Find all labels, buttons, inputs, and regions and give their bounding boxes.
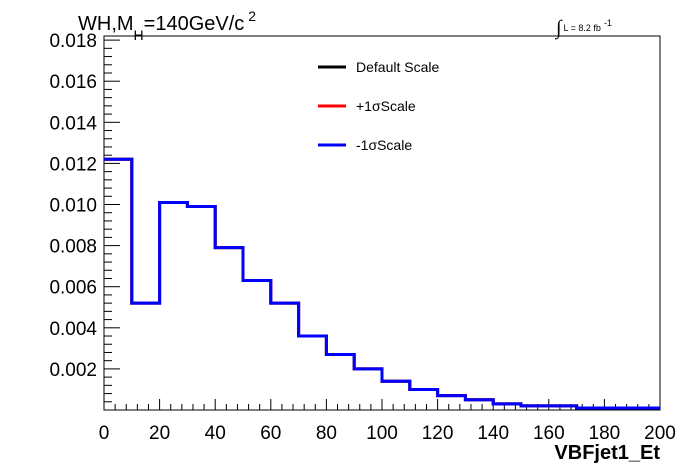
- luminosity-label: ∫ L = 8.2 fb -1: [554, 17, 612, 40]
- title-subscript: H: [134, 27, 144, 43]
- x-tick-label: 60: [260, 423, 281, 444]
- x-tick-label: 0: [99, 423, 110, 444]
- x-tick-label: 20: [149, 423, 170, 444]
- y-tick-label: 0.002: [49, 360, 97, 381]
- x-tick-label: 180: [589, 423, 621, 444]
- legend-label-plus1sigma: +1σScale: [356, 98, 416, 114]
- y-tick-label: 0.004: [49, 319, 97, 340]
- legend-entry-minus1sigma: -1σScale: [318, 137, 412, 153]
- x-axis: 0 20 40 60 80 100 120 140 160 180 200: [99, 399, 676, 444]
- y-tick-label: 0.012: [49, 154, 97, 175]
- legend-label-minus1sigma: -1σScale: [356, 137, 412, 153]
- x-tick-label: 40: [205, 423, 226, 444]
- series-minus1sigma-scale: [104, 157, 660, 410]
- x-tick-label: 80: [316, 423, 337, 444]
- legend: Default Scale +1σScale -1σScale: [318, 59, 439, 153]
- x-tick-label: 140: [477, 423, 509, 444]
- title-superscript: 2: [248, 8, 256, 24]
- y-axis: 0.002 0.004 0.006 0.008 0.010 0.012 0.014 0.016…: [49, 31, 120, 403]
- luminosity-text: L = 8.2 fb: [563, 23, 600, 33]
- x-tick-label: 200: [644, 423, 676, 444]
- integral-symbol: ∫: [554, 17, 563, 40]
- x-tick-label: 160: [533, 423, 565, 444]
- legend-label-default: Default Scale: [356, 59, 439, 75]
- plot-frame: [103, 35, 661, 411]
- title-prefix: WH,M: [78, 13, 134, 35]
- series-lines: [104, 157, 660, 410]
- y-tick-label: 0.006: [49, 278, 97, 299]
- title-suffix: =140GeV/c: [144, 13, 245, 35]
- legend-entry-plus1sigma: +1σScale: [318, 98, 416, 114]
- y-tick-label: 0.016: [49, 72, 97, 93]
- luminosity-superscript: -1: [604, 18, 612, 28]
- x-axis-label: VBFjet1_Et: [554, 442, 660, 464]
- x-tick-label: 120: [422, 423, 454, 444]
- legend-entry-default: Default Scale: [318, 59, 439, 75]
- y-tick-label: 0.018: [49, 31, 97, 52]
- y-tick-label: 0.010: [49, 196, 97, 217]
- y-tick-label: 0.014: [49, 113, 97, 134]
- x-tick-label: 100: [366, 423, 398, 444]
- y-tick-label: 0.008: [49, 237, 97, 258]
- chart-title: WH,MH=140GeV/c 2: [78, 8, 256, 43]
